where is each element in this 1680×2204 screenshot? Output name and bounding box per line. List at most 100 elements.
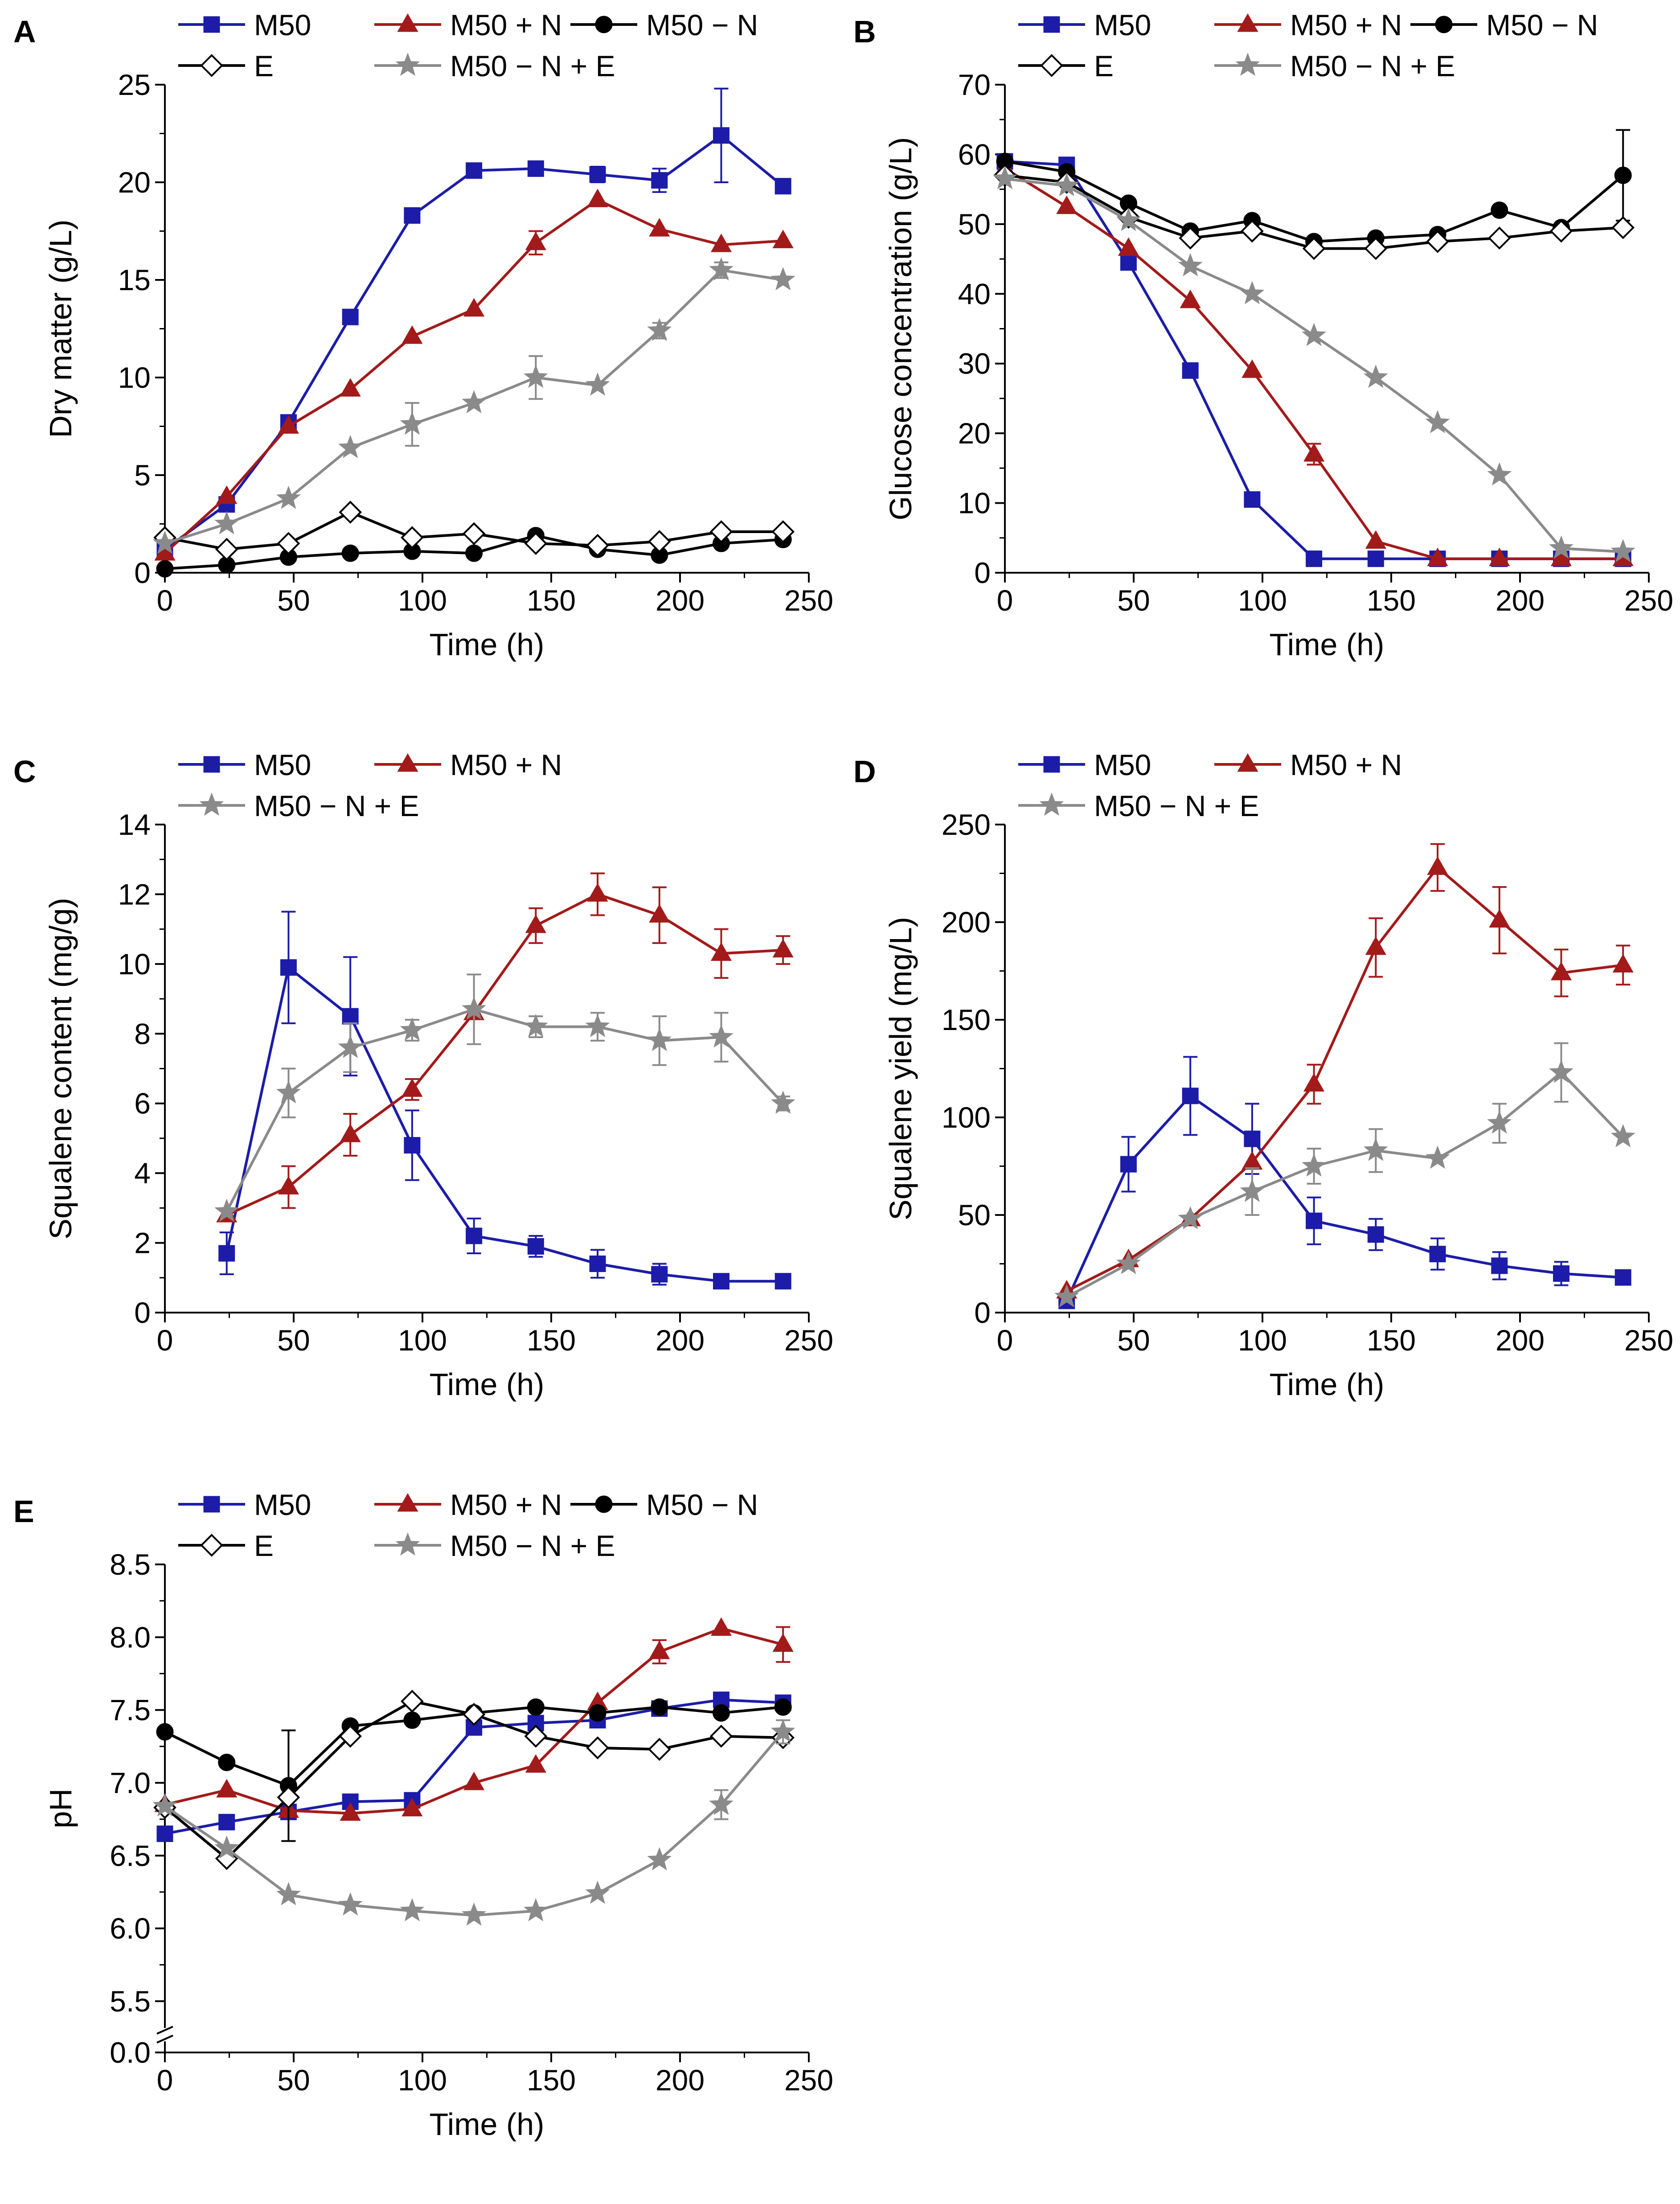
panel-d-x-tick-label: 50 bbox=[1117, 1324, 1150, 1357]
legend-label: E bbox=[1094, 49, 1114, 82]
data-point bbox=[404, 207, 421, 224]
panel-e-y-tick-label: 7.5 bbox=[110, 1694, 151, 1727]
legend-label: M50 − N + E bbox=[450, 1529, 615, 1562]
panel-c-y-tick-label: 0 bbox=[134, 1296, 151, 1329]
legend-marker-square bbox=[203, 756, 220, 773]
panel-e-x-tick-label: 250 bbox=[784, 2064, 833, 2097]
data-point bbox=[339, 1724, 362, 1748]
panel-c-x-axis-label: Time (h) bbox=[430, 1367, 545, 1402]
panel-a-x-tick-label: 50 bbox=[277, 584, 310, 617]
data-point bbox=[1178, 1206, 1203, 1230]
panel-b-y-tick-label: 0 bbox=[974, 556, 991, 589]
panel-c-y-tick-label: 14 bbox=[118, 808, 151, 841]
panel-a-y-tick-label: 15 bbox=[118, 263, 151, 296]
data-point bbox=[277, 532, 300, 555]
data-point bbox=[1056, 195, 1078, 214]
data-point bbox=[1489, 909, 1510, 928]
legend-label: M50 bbox=[254, 1488, 311, 1521]
data-point bbox=[709, 257, 733, 281]
legend-label: M50 + N bbox=[1290, 8, 1402, 41]
chart-svg-a: A 0 50 100 150 200 250 0 5 10 15 20 25 Time (h) Dry ma… bbox=[13, 8, 833, 662]
data-point bbox=[1427, 547, 1448, 566]
panel-a-series-m50 bbox=[156, 87, 791, 558]
data-point bbox=[1611, 216, 1635, 239]
data-point bbox=[1240, 281, 1265, 304]
panel-c-legend-item-m50: M50 bbox=[178, 748, 311, 781]
panel-e-legend-item-m50: M50 bbox=[178, 1488, 311, 1521]
data-point bbox=[1054, 172, 1079, 197]
panel-d-x-tick-label: 100 bbox=[1238, 1324, 1287, 1357]
data-point bbox=[462, 1902, 486, 1926]
data-point bbox=[1614, 166, 1632, 184]
data-point bbox=[771, 520, 795, 543]
panel-e-series-m50-minus-n-plus-e bbox=[152, 1719, 795, 1926]
legend-label: E bbox=[254, 49, 274, 82]
data-point bbox=[523, 1898, 548, 1921]
data-point bbox=[589, 166, 606, 183]
data-point bbox=[465, 544, 483, 562]
data-point bbox=[466, 1227, 483, 1244]
legend-marker-triangle bbox=[397, 1493, 418, 1512]
series-line bbox=[226, 893, 783, 1216]
panel-a-x-axis-label: Time (h) bbox=[430, 627, 545, 662]
data-point bbox=[527, 160, 544, 177]
data-point bbox=[152, 1793, 177, 1817]
data-point bbox=[649, 1640, 670, 1659]
data-point bbox=[710, 1617, 732, 1636]
data-point bbox=[404, 1137, 421, 1154]
panel-a-y-tick-label: 5 bbox=[134, 459, 151, 492]
panel-a-label: A bbox=[13, 14, 36, 49]
legend-marker-diamond bbox=[1040, 54, 1063, 77]
data-point bbox=[338, 1034, 363, 1058]
data-point bbox=[523, 1014, 548, 1038]
data-point bbox=[1429, 1246, 1446, 1263]
data-point bbox=[463, 298, 485, 317]
data-point bbox=[400, 1898, 425, 1921]
panel-c-y-tick-label: 4 bbox=[134, 1157, 151, 1190]
panel-e-y-tick-label: 8.5 bbox=[110, 1548, 151, 1581]
data-point bbox=[1491, 201, 1508, 219]
legend-marker-square bbox=[1043, 756, 1060, 773]
data-point bbox=[276, 1080, 301, 1104]
data-point bbox=[156, 560, 174, 578]
data-point bbox=[770, 267, 795, 291]
data-point bbox=[276, 485, 301, 509]
legend-label: M50 + N bbox=[1290, 748, 1402, 781]
data-point bbox=[524, 1724, 548, 1748]
data-point bbox=[280, 959, 297, 976]
panel-d-x-tick-label: 200 bbox=[1496, 1324, 1545, 1357]
data-point bbox=[1116, 1251, 1141, 1274]
data-point bbox=[462, 996, 486, 1020]
panel-c-y-tick-label: 10 bbox=[118, 948, 151, 981]
panel-d-x-tick-label: 250 bbox=[1624, 1324, 1673, 1357]
panel-e-series-e bbox=[153, 1690, 795, 1870]
panel-b-x-axis-label: Time (h) bbox=[1270, 627, 1385, 662]
panel-a-y-axis-label: Dry matter (g/L) bbox=[43, 219, 78, 438]
legend-label: M50 bbox=[1094, 748, 1151, 781]
data-point bbox=[525, 231, 546, 250]
panel-c-x-tick-label: 100 bbox=[398, 1324, 447, 1357]
data-point bbox=[216, 485, 238, 504]
data-point bbox=[586, 1736, 609, 1760]
legend-label: M50 − N + E bbox=[254, 789, 419, 822]
data-point bbox=[585, 372, 610, 396]
data-point bbox=[1306, 1212, 1323, 1229]
data-point bbox=[402, 1078, 423, 1097]
data-point bbox=[463, 1771, 485, 1790]
data-point bbox=[214, 511, 239, 534]
panel-b-legend-item-m50-plus-n: M50 + N bbox=[1214, 8, 1402, 41]
panel-b-series-m50 bbox=[996, 153, 1631, 567]
panel-e-x-tick-label: 50 bbox=[277, 2064, 310, 2097]
data-point bbox=[1302, 323, 1326, 346]
legend-label: M50 + N bbox=[450, 748, 562, 781]
data-point bbox=[587, 883, 608, 902]
legend-marker-diamond bbox=[200, 1534, 223, 1557]
data-point bbox=[525, 1754, 546, 1773]
panel-a-y-tick-label: 25 bbox=[118, 68, 151, 101]
chart-svg-e: E 0 50 100 150 200 250 0.0 5.5 6.0 6.5 7.0 7.5 8.0 8.5… bbox=[13, 1488, 833, 2142]
data-point bbox=[1302, 1153, 1326, 1177]
data-point bbox=[1242, 359, 1263, 378]
panel-e-y-tick-label: 0.0 bbox=[110, 2036, 151, 2069]
data-point bbox=[338, 1892, 363, 1916]
panel-a-legend-item-e: E bbox=[178, 49, 274, 82]
